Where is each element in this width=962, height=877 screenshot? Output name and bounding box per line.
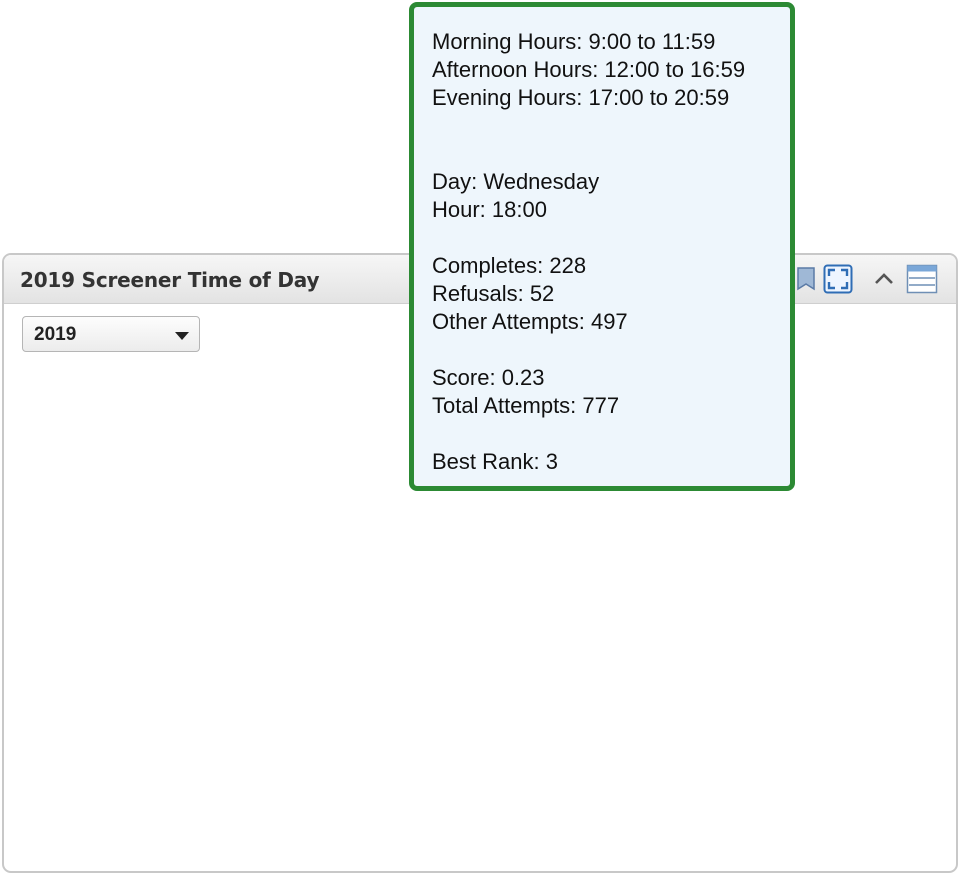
tooltip-afternoon-hours: Afternoon Hours: 12:00 to 16:59 [432,57,746,82]
collapse-icon[interactable] [868,263,900,295]
tooltip-hour: Hour: 18:00 [432,197,547,222]
year-select[interactable]: 2019 [22,316,200,352]
tooltip-total-attempts: Total Attempts: 777 [432,393,620,418]
chevron-down-icon [175,332,189,340]
tooltip-completes: Completes: 228 [432,253,587,278]
tooltip-score: Score: 0.23 [432,365,545,390]
tooltip-evening-hours: Evening Hours: 17:00 to 20:59 [432,85,730,110]
bookmark-icon[interactable] [790,263,822,295]
tooltip-refusals: Refusals: 52 [432,281,555,306]
tooltip-morning-hours: Morning Hours: 9:00 to 11:59 [432,29,716,54]
year-select-value: 2019 [34,324,77,345]
tooltip-other-attempts: Other Attempts: 497 [432,309,628,334]
tooltip-best-rank: Best Rank: 3 [432,449,558,474]
panel-title: 2019 Screener Time of Day [20,268,320,292]
tooltip-day: Day: Wednesday [432,169,600,194]
fullscreen-icon[interactable] [822,263,854,295]
chart-tooltip: Morning Hours: 9:00 to 11:59 Afternoon H… [409,2,795,491]
table-view-icon[interactable] [906,263,938,295]
